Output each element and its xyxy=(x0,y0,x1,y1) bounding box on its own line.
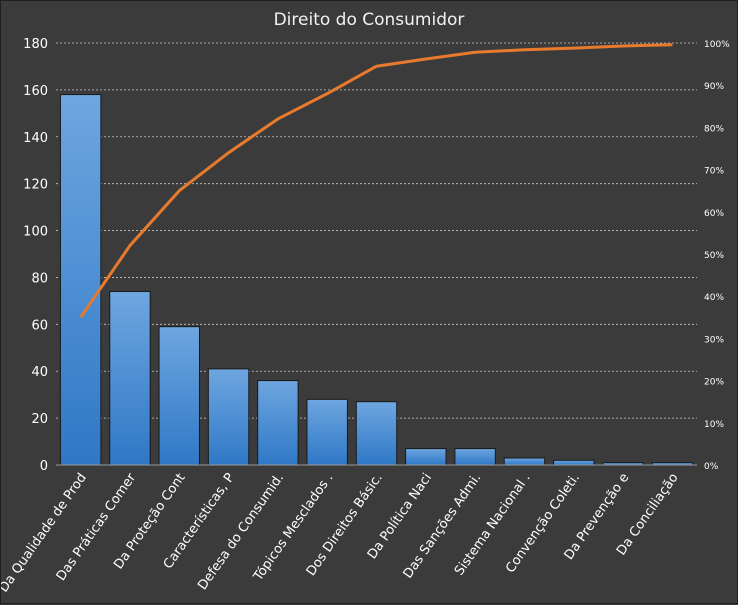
y-tick-label: 120 xyxy=(23,178,48,193)
y-axis-left: 0 20 40 60 80 100 120 140 160 180 xyxy=(23,37,48,474)
bar xyxy=(258,381,298,465)
bar-series xyxy=(60,95,692,465)
y2-tick-label: 10% xyxy=(704,420,724,430)
y-tick-label: 160 xyxy=(23,84,48,99)
y-tick-label: 20 xyxy=(31,412,48,427)
bar xyxy=(455,449,495,465)
y2-tick-label: 0% xyxy=(704,462,719,472)
bar xyxy=(159,327,199,465)
y2-tick-label: 80% xyxy=(704,124,724,134)
y-tick-label: 40 xyxy=(31,365,48,380)
gridlines xyxy=(56,43,697,418)
bar xyxy=(110,292,150,465)
y2-tick-label: 20% xyxy=(704,378,724,388)
y-tick-label: 180 xyxy=(23,37,48,52)
cumulative-line xyxy=(81,45,673,318)
bar xyxy=(307,399,347,465)
bar xyxy=(406,449,446,465)
bar xyxy=(504,458,544,465)
y2-tick-label: 100% xyxy=(704,40,730,50)
y-tick-label: 100 xyxy=(23,225,48,240)
y2-tick-label: 70% xyxy=(704,167,724,177)
chart-title: Direito do Consumidor xyxy=(274,10,465,30)
bar xyxy=(208,369,248,465)
y-tick-label: 0 xyxy=(40,459,48,474)
y2-tick-label: 60% xyxy=(704,209,724,219)
y-tick-label: 140 xyxy=(23,131,48,146)
bar xyxy=(554,460,594,465)
y-tick-label: 60 xyxy=(31,318,48,333)
y2-tick-label: 50% xyxy=(704,251,724,261)
bar xyxy=(356,402,396,465)
bar xyxy=(60,95,100,465)
cumulative-line-series xyxy=(81,45,673,318)
y2-tick-label: 30% xyxy=(704,335,724,345)
y-tick-label: 80 xyxy=(31,271,48,286)
x-tick-label: Da Qualidade de Prod xyxy=(1,471,90,596)
y-axis-right: 0% 10% 20% 30% 40% 50% 60% 70% 80% 90% 100% xyxy=(704,40,730,472)
y2-tick-label: 40% xyxy=(704,293,724,303)
y2-tick-label: 90% xyxy=(704,82,724,92)
x-tick-label: Defesa do Consumid. xyxy=(195,471,287,593)
